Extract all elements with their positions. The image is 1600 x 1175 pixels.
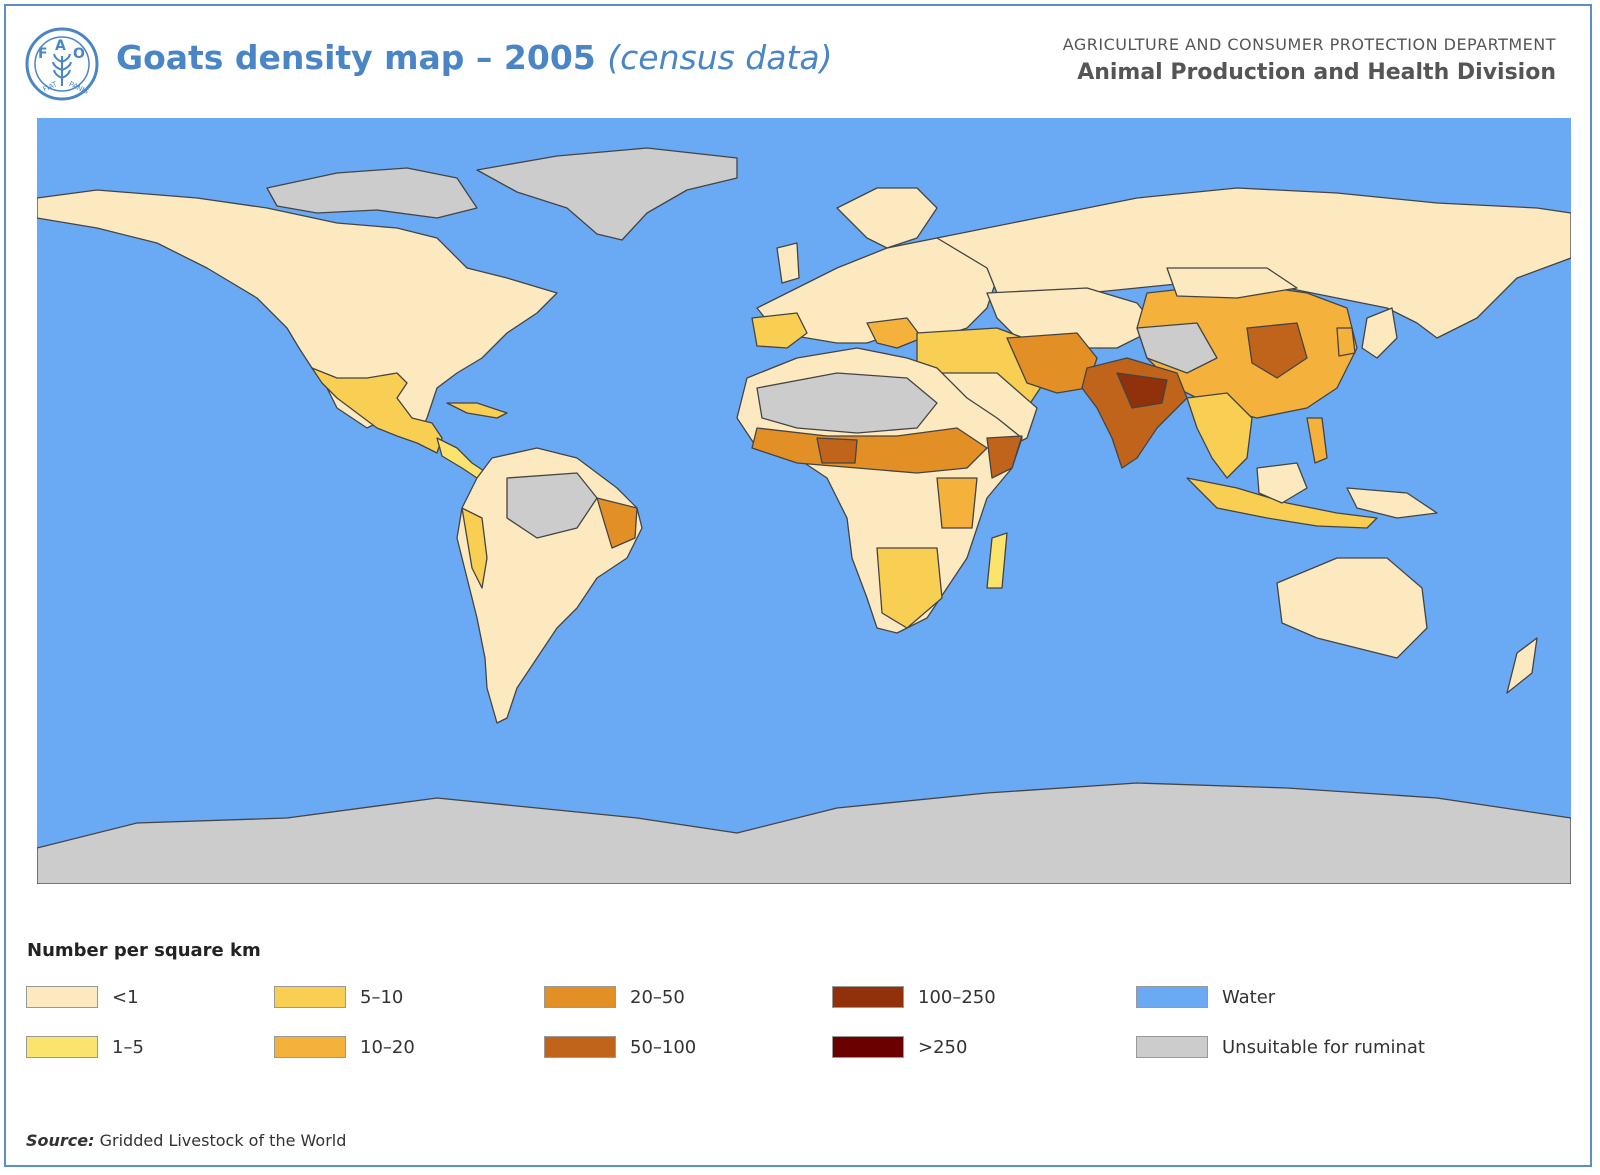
legend-swatch [274,1036,346,1058]
legend-label: 1–5 [112,1036,144,1058]
fao-logo-icon: F A O FIAT PANIS [25,27,99,101]
legend-item-100-250: 100–250 [832,984,996,1010]
legend-swatch [544,986,616,1008]
southern-africa [876,547,943,629]
source-text: Gridded Livestock of the World [99,1131,347,1150]
map-title: Goats density map – 2005 (census data) [116,38,833,77]
balkans [866,317,923,349]
greenland [476,147,738,241]
iberia [751,312,808,349]
svg-text:O: O [73,46,85,62]
brazil-ne-goats [596,497,638,549]
horn-of-africa [986,435,1023,479]
legend-swatch [832,986,904,1008]
legend-item-water: Water [1136,984,1275,1010]
central-asia [986,287,1158,349]
department-label: AGRICULTURE AND CONSUMER PROTECTION DEPA… [1062,35,1556,54]
legend-swatch [26,1036,98,1058]
legend-label: Unsuitable for ruminat [1222,1036,1425,1058]
india-dense [1116,372,1168,409]
new-zealand [1506,637,1538,694]
legend-item-50-100: 50–100 [544,1034,696,1060]
new-guinea [1346,487,1438,519]
uk [776,242,800,284]
legend-swatch [832,1036,904,1058]
caribbean [446,402,508,419]
scandinavia [836,187,938,249]
andes [461,507,488,589]
sahara-unsuitable [756,372,938,434]
se-asia [1186,392,1253,479]
japan [1361,307,1398,359]
europe [756,237,998,344]
legend-label: Water [1222,986,1276,1008]
madagascar [986,532,1008,589]
legend-label: 5–10 [360,986,404,1008]
legend-label: 50–100 [630,1036,697,1058]
arctic-islands [266,167,478,219]
legend-swatch [1136,1036,1208,1058]
legend-label: <1 [112,986,139,1008]
philippines [1306,417,1328,464]
legend-item-unsuitable: Unsuitable for ruminat [1136,1034,1425,1060]
svg-text:F: F [38,46,48,62]
map-title-main: Goats density map – 2005 [116,38,596,77]
mexico [311,367,443,454]
korea [1336,327,1356,357]
legend-item-gt250: >250 [832,1034,967,1060]
legend-item-1-5: 1–5 [26,1034,144,1060]
legend: <1 1–5 5–10 10–20 20–50 50–100 100–250 [26,984,1586,1084]
borneo [1256,462,1308,504]
legend-item-lt1: <1 [26,984,139,1010]
legend-label: 10–20 [360,1036,415,1058]
nigeria-dense [816,437,858,464]
svg-text:FIAT: FIAT [42,80,59,94]
legend-label: >250 [918,1036,968,1058]
map-title-sub: (census data) [607,38,833,77]
source-label: Source: [26,1131,95,1150]
mongolia [1166,267,1298,299]
legend-item-5-10: 5–10 [274,984,403,1010]
legend-item-20-50: 20–50 [544,984,685,1010]
legend-label: 20–50 [630,986,685,1008]
division-label: Animal Production and Health Division [1077,60,1556,85]
south-america [456,447,643,724]
legend-item-10-20: 10–20 [274,1034,415,1060]
map-frame: F A O FIAT PANIS Goats density map – 200… [4,4,1592,1167]
legend-label: 100–250 [918,986,996,1008]
svg-text:A: A [55,38,66,54]
china-east-dense [1246,322,1308,379]
source-note: Source: Gridded Livestock of the World [26,1131,346,1150]
east-africa [936,477,978,529]
legend-title: Number per square km [27,940,261,961]
tibet-unsuitable [1136,322,1218,374]
world-map [37,118,1571,884]
legend-swatch [544,1036,616,1058]
legend-swatch [26,986,98,1008]
amazon-unsuitable [506,472,598,539]
australia [1276,557,1428,659]
legend-swatch [1136,986,1208,1008]
antarctica [37,782,1571,884]
sahel-goats [751,427,988,474]
legend-swatch [274,986,346,1008]
